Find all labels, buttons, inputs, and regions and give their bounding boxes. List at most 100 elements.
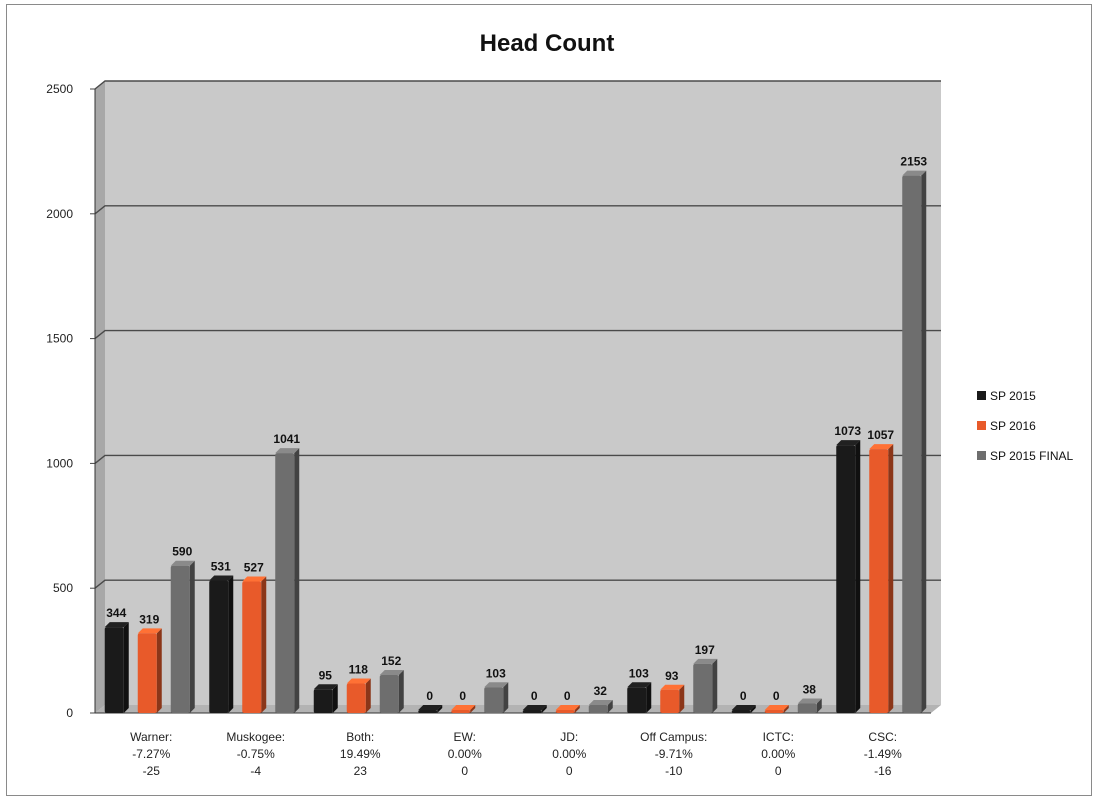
bar-side — [607, 700, 613, 713]
bar-top — [313, 684, 338, 690]
x-category-label: ICTC: — [763, 730, 794, 744]
bar-both-sp-2015 — [313, 684, 338, 713]
data-label: 344 — [106, 606, 126, 620]
bar-offcampus-sp-2015-final — [693, 658, 718, 713]
bar-top — [555, 705, 580, 710]
y-tick-label: 500 — [53, 581, 73, 595]
bar-side — [646, 682, 652, 713]
data-label: 527 — [244, 560, 264, 574]
bar-top — [418, 705, 443, 710]
bar — [137, 633, 157, 713]
bar — [379, 675, 399, 713]
bar-side — [783, 705, 789, 713]
x-category-label: Muskogee: — [226, 730, 285, 744]
bar-top — [660, 684, 685, 690]
bar-muskogee-sp-2015-final — [275, 448, 300, 713]
gridline — [94, 454, 941, 464]
plot-area: 0 500 1000 1500 2000 2500 344 319 590 Warner: -7.2… — [46, 80, 941, 778]
bar-side — [365, 678, 371, 713]
bar — [418, 710, 438, 713]
bar-top — [104, 622, 129, 628]
bar-top — [869, 444, 894, 450]
bar-offcampus-sp-2016 — [660, 684, 685, 713]
data-label: 0 — [740, 689, 747, 703]
x-category-label: Warner: — [130, 730, 172, 744]
bar-side — [921, 170, 927, 713]
data-label: 0 — [564, 689, 571, 703]
y-tick-label: 1500 — [46, 332, 73, 346]
data-label: 1057 — [867, 428, 894, 442]
bar-ew-sp-2015-final — [484, 682, 509, 713]
bar-top — [346, 678, 371, 684]
x-category-diff: -16 — [874, 764, 892, 778]
data-label: 95 — [319, 668, 333, 682]
data-label: 152 — [381, 654, 401, 668]
bar-both-sp-2015-final — [379, 670, 404, 713]
data-label: 118 — [349, 663, 369, 677]
legend-label: SP 2016 — [990, 419, 1036, 433]
bar-side — [750, 705, 756, 713]
bar-side — [228, 575, 234, 713]
bar-side — [855, 440, 861, 713]
bar-side — [332, 684, 338, 713]
head-count-chart: Head Count 0 500 1000 1500 2000 2500 344 319 590… — [46, 30, 1073, 778]
gridline — [94, 80, 941, 90]
bar — [209, 580, 229, 713]
bar-ew-sp-2016 — [451, 705, 476, 713]
bar-top — [379, 670, 404, 676]
x-category-pct: -0.75% — [237, 747, 275, 761]
bar — [242, 581, 262, 713]
data-label: 0 — [426, 689, 433, 703]
bar-top — [242, 576, 267, 582]
legend-swatch — [977, 391, 986, 400]
bar-side — [541, 705, 547, 713]
bar-csc-sp-2016 — [869, 444, 894, 713]
x-category-diff: 0 — [461, 764, 468, 778]
x-category-diff: 0 — [566, 764, 573, 778]
bar — [313, 689, 333, 713]
bar-muskogee-sp-2016 — [242, 576, 267, 713]
bar-side — [503, 682, 509, 713]
bar-side — [261, 576, 267, 713]
x-category-pct: 0.00% — [448, 747, 482, 761]
bar-muskogee-sp-2015 — [209, 575, 234, 713]
x-category-label: Off Campus: — [640, 730, 707, 744]
gridline — [94, 579, 941, 589]
legend-swatch — [977, 451, 986, 460]
y-tick-label: 2000 — [46, 207, 73, 221]
x-category-pct: 19.49% — [340, 747, 381, 761]
bar-top — [627, 682, 652, 688]
bar-side — [398, 670, 404, 713]
bar — [627, 687, 647, 713]
bar-csc-sp-2015 — [836, 440, 861, 713]
bar-warner-sp-2016 — [137, 628, 162, 713]
data-label: 319 — [139, 612, 159, 626]
plot-side-wall — [95, 81, 105, 713]
bar-top — [588, 700, 613, 706]
bar-top — [275, 448, 300, 454]
bar — [170, 565, 190, 713]
bar — [346, 683, 366, 713]
data-label: 93 — [665, 669, 679, 683]
legend-label: SP 2015 FINAL — [990, 449, 1073, 463]
bar-top — [797, 698, 822, 704]
x-category-diff: 0 — [775, 764, 782, 778]
bar — [588, 705, 608, 713]
bar — [484, 687, 504, 713]
bar-both-sp-2016 — [346, 678, 371, 713]
bar — [660, 689, 680, 713]
legend: SP 2015 SP 2016 SP 2015 FINAL — [977, 389, 1073, 463]
chart-title: Head Count — [480, 30, 615, 57]
data-label: 32 — [594, 684, 608, 698]
bar — [764, 710, 784, 713]
data-label: 197 — [695, 643, 715, 657]
bar — [693, 663, 713, 713]
gridline — [94, 329, 941, 340]
data-label: 0 — [531, 689, 538, 703]
bar-side — [156, 628, 162, 713]
bar-ictc-sp-2016 — [764, 705, 789, 713]
bar-top — [451, 705, 476, 710]
x-category-diff: 23 — [354, 764, 368, 778]
bar — [451, 710, 471, 713]
bar-top — [209, 575, 234, 581]
